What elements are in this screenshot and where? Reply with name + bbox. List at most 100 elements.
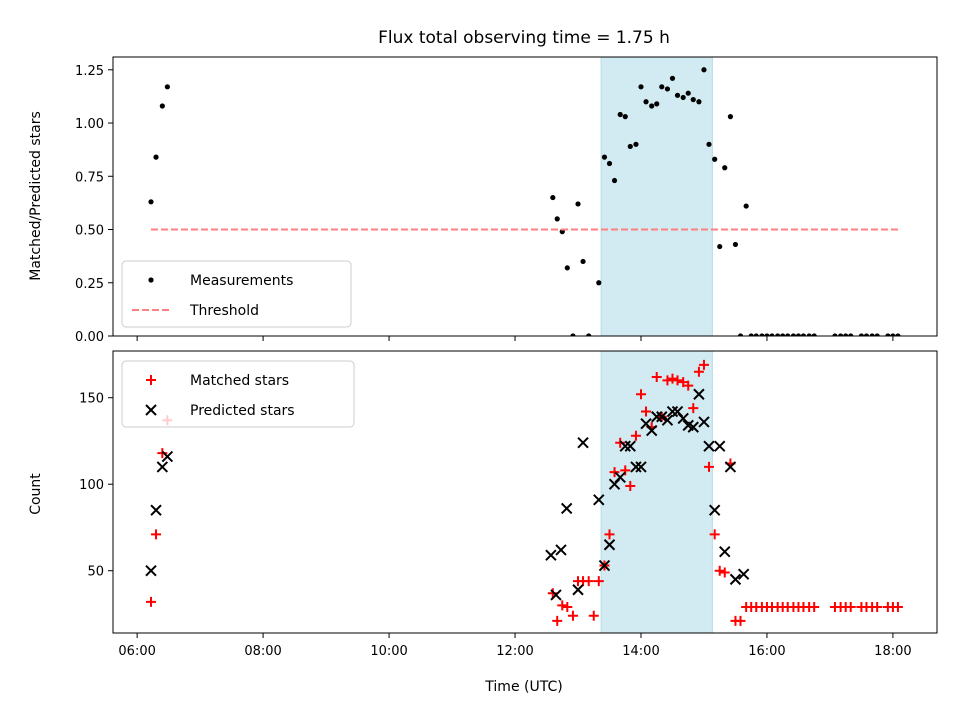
data-point [693, 388, 705, 400]
data-point [669, 75, 676, 81]
data-point [858, 333, 865, 336]
x-axis-label: Time (UTC) [484, 679, 562, 695]
data-point [688, 403, 699, 414]
data-point [554, 216, 560, 222]
data-point [724, 461, 737, 473]
data-point [735, 615, 746, 626]
data-point [635, 389, 646, 400]
data-point [790, 333, 797, 336]
data-point [157, 448, 168, 459]
x-tick-label: 08:00 [244, 644, 281, 659]
data-point [604, 529, 615, 540]
data-point [677, 412, 689, 425]
data-point [161, 450, 174, 463]
data-point [638, 84, 644, 90]
data-point [874, 333, 880, 336]
data-point [690, 96, 696, 103]
data-point [701, 67, 707, 73]
data-point [704, 461, 715, 472]
x-tick-label: 06:00 [118, 644, 155, 659]
data-point [780, 333, 786, 336]
y-axis-label: Count [28, 473, 44, 515]
data-point [795, 333, 802, 336]
data-point [643, 99, 649, 105]
data-point [703, 440, 715, 452]
series-predicted-stars [145, 388, 750, 601]
data-point [606, 160, 613, 167]
data-point [148, 199, 154, 205]
data-point [645, 424, 658, 437]
data-point [712, 156, 718, 162]
legend-label: Measurements [190, 273, 293, 289]
data-point [557, 600, 568, 611]
data-point [615, 437, 626, 448]
data-point [698, 359, 709, 370]
data-point [696, 99, 702, 105]
y-axis-label: Matched/Predicted stars [28, 111, 44, 281]
data-point [843, 333, 849, 336]
data-point [619, 440, 631, 452]
data-point [552, 615, 563, 626]
data-point [838, 333, 844, 336]
data-point [661, 414, 674, 426]
legend: Matched stars Predicted stars [121, 360, 355, 428]
data-point [630, 461, 642, 473]
y-tick-label: 0.00 [75, 330, 104, 345]
data-point [714, 440, 726, 452]
data-point [550, 589, 562, 601]
data-point [806, 333, 812, 336]
data-point [719, 545, 731, 558]
data-point [811, 333, 817, 336]
data-point [737, 568, 750, 580]
data-point [586, 333, 592, 336]
data-point [617, 111, 623, 118]
data-point [633, 141, 639, 147]
x-tick-label: 12:00 [496, 644, 533, 659]
data-point [145, 565, 157, 577]
data-point [664, 86, 671, 92]
data-point [748, 333, 754, 336]
data-point [717, 243, 723, 250]
data-point [769, 333, 775, 336]
data-point [869, 333, 875, 336]
data-point [737, 333, 744, 336]
data-point [627, 143, 633, 150]
data-point [603, 539, 616, 551]
data-point [577, 436, 589, 449]
data-point [620, 465, 631, 476]
data-point [714, 565, 725, 576]
data-point [678, 377, 689, 388]
legend-swatch [148, 277, 154, 283]
data-point [753, 333, 759, 336]
data-point [892, 602, 903, 613]
data-point [153, 154, 159, 160]
data-point [651, 411, 663, 423]
data-point [145, 596, 156, 607]
data-point [832, 333, 838, 336]
x-tick-label: 16:00 [748, 644, 785, 659]
data-point [611, 177, 618, 184]
legend-label: Threshold [189, 303, 259, 319]
axes-frame [112, 56, 938, 337]
data-point [685, 90, 691, 96]
data-point [708, 504, 721, 516]
data-point [800, 333, 807, 336]
data-point [863, 333, 870, 336]
data-point [722, 165, 728, 171]
data-point [624, 440, 636, 452]
data-point [641, 406, 652, 417]
y-tick-label: 100 [79, 478, 104, 493]
data-point [598, 559, 611, 572]
data-point [580, 258, 586, 265]
data-point [150, 504, 162, 516]
data-point [732, 241, 739, 248]
data-point [593, 576, 604, 587]
y-tick-label: 0.25 [75, 277, 104, 292]
data-point [654, 101, 660, 107]
data-point [743, 203, 749, 209]
legend: Measurements Threshold [121, 260, 352, 328]
data-point [764, 333, 770, 336]
data-point [719, 567, 730, 578]
data-point [575, 201, 581, 207]
data-point [562, 602, 573, 613]
